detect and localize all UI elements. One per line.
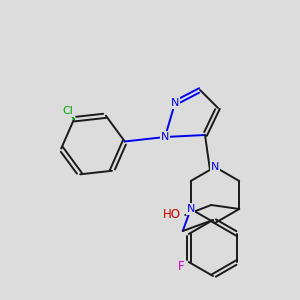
Text: F: F — [178, 260, 184, 273]
Text: N: N — [161, 132, 169, 142]
Text: N: N — [187, 204, 195, 214]
Text: HO: HO — [163, 208, 181, 221]
Text: N: N — [171, 98, 179, 108]
Text: N: N — [211, 162, 219, 172]
Text: Cl: Cl — [63, 106, 74, 116]
